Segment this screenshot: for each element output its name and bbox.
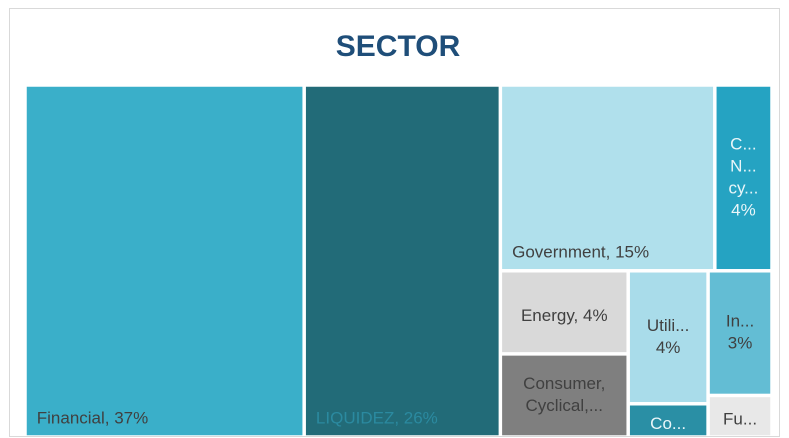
tile (709, 397, 771, 436)
tile-label: Consumer, (523, 374, 605, 393)
tile-label: N... (730, 156, 756, 175)
tile (629, 405, 707, 436)
tile-label: 4% (656, 338, 681, 357)
tile-label: Energy, 4% (521, 306, 608, 325)
tile (502, 272, 627, 353)
tile-label: Fu... (723, 410, 757, 429)
tile (629, 272, 707, 403)
tile (502, 355, 627, 436)
tile-label: Financial, 37% (37, 409, 149, 428)
tile-label: In... (726, 312, 754, 331)
tile-label: cy... (728, 178, 758, 197)
tile-label: Government, 15% (512, 243, 649, 262)
tile (26, 86, 303, 436)
tile (716, 86, 771, 270)
tile-label: 3% (728, 334, 753, 353)
tile-label: Co... (650, 414, 686, 433)
tile-label: Cyclical,... (526, 396, 603, 415)
tile (502, 86, 714, 270)
tile (305, 86, 499, 436)
chart-title: SECTOR (336, 30, 461, 63)
tile-label: C... (730, 134, 756, 153)
tile-label: Utili... (647, 316, 690, 335)
tile (709, 272, 771, 394)
tile-label: LIQUIDEZ, 26% (316, 409, 438, 428)
tile-label: 4% (731, 200, 756, 219)
